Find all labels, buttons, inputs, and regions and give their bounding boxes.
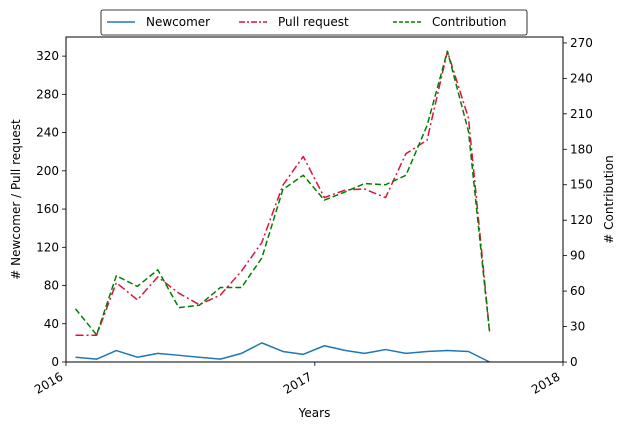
data-point-contribution [73, 306, 78, 311]
data-point-newcomer [362, 351, 367, 356]
data-point-pull-request [155, 274, 160, 279]
x-tick-label: 2016 [32, 369, 65, 396]
legend-label-contribution: Contribution [432, 15, 507, 29]
legend-label-pull-request: Pull request [278, 15, 349, 29]
data-point-contribution [114, 273, 119, 278]
data-point-contribution [362, 181, 367, 186]
data-point-contribution [301, 173, 306, 178]
data-point-newcomer [322, 343, 327, 348]
data-point-contribution [343, 189, 348, 194]
data-point-newcomer [73, 355, 78, 360]
x-axis-label: Years [298, 406, 331, 420]
y-right-tick-label: 150 [570, 178, 593, 192]
data-point-pull-request [259, 240, 264, 245]
y-left-tick-label: 280 [36, 87, 59, 101]
data-point-newcomer [114, 348, 119, 353]
y-right-tick-label: 120 [570, 213, 593, 227]
y-right-tick-label: 240 [570, 71, 593, 85]
data-point-contribution [239, 285, 244, 290]
y-right-tick-label: 210 [570, 107, 593, 121]
data-point-pull-request [73, 333, 78, 338]
data-point-pull-request [383, 195, 388, 200]
ticks-layer: 0 40 80 120 160 200 240 280 320 0 30 60 90 120 150 180 2… [32, 36, 593, 397]
data-point-contribution [218, 285, 223, 290]
y-left-tick-label: 200 [36, 164, 59, 178]
y-left-tick-label: 240 [36, 126, 59, 140]
data-point-pull-request [425, 138, 430, 143]
data-point-pull-request [403, 151, 408, 156]
y-right-tick-label: 270 [570, 36, 593, 50]
data-point-contribution [280, 187, 285, 192]
legend: Newcomer Pull request Contribution [100, 9, 528, 36]
y-right-tick-label: 180 [570, 142, 593, 156]
data-point-newcomer [218, 357, 223, 362]
data-point-newcomer [259, 340, 264, 345]
data-point-contribution [487, 330, 492, 335]
data-point-newcomer [176, 353, 181, 358]
series-line-contribution [74, 50, 491, 336]
data-point-newcomer [301, 352, 306, 357]
y-left-tick-label: 120 [36, 240, 59, 254]
data-point-newcomer [445, 348, 450, 353]
data-point-contribution [135, 284, 140, 289]
data-point-newcomer [383, 347, 388, 352]
data-point-newcomer [239, 351, 244, 356]
data-point-contribution [322, 198, 327, 203]
data-point-pull-request [280, 183, 285, 188]
y-right-tick-label: 0 [570, 355, 578, 369]
y-axis-label-right: # Contribution [602, 155, 616, 243]
data-point-newcomer [94, 357, 99, 362]
data-point-newcomer [280, 349, 285, 354]
y-right-tick-label: 60 [570, 284, 585, 298]
data-point-pull-request [176, 291, 181, 296]
data-point-newcomer [343, 348, 348, 353]
y-axis-label-left: # Newcomer / Pull request [9, 119, 23, 280]
data-point-pull-request [301, 154, 306, 159]
data-point-contribution [403, 173, 408, 178]
series-line-newcomer [75, 342, 490, 363]
data-point-pull-request [239, 269, 244, 274]
y-left-tick-label: 320 [36, 49, 59, 63]
y-left-tick-label: 160 [36, 202, 59, 216]
data-point-pull-request [362, 186, 367, 191]
data-point-contribution [466, 129, 471, 134]
data-point-contribution [259, 256, 264, 261]
data-point-contribution [425, 123, 430, 128]
data-point-newcomer [197, 355, 202, 360]
data-point-pull-request [218, 293, 223, 298]
data-point-contribution [383, 182, 388, 187]
y-left-tick-label: 80 [44, 279, 59, 293]
data-point-contribution [197, 303, 202, 308]
y-right-tick-label: 30 [570, 320, 585, 334]
series-layer [73, 49, 492, 363]
data-point-newcomer [135, 355, 140, 360]
y-left-tick-label: 0 [51, 355, 59, 369]
data-point-contribution [155, 267, 160, 272]
data-point-newcomer [155, 351, 160, 356]
y-right-tick-label: 90 [570, 249, 585, 263]
data-point-newcomer [425, 349, 430, 354]
data-point-newcomer [466, 349, 471, 354]
x-tick-label: 2018 [529, 369, 562, 396]
data-point-pull-request [466, 116, 471, 121]
data-point-contribution [176, 305, 181, 310]
x-tick-label: 2017 [281, 369, 314, 396]
data-point-newcomer [403, 351, 408, 356]
data-point-contribution [445, 49, 450, 54]
y-left-tick-label: 40 [44, 317, 59, 331]
data-point-pull-request [135, 297, 140, 302]
data-point-contribution [94, 332, 99, 337]
legend-label-newcomer: Newcomer [146, 15, 210, 29]
series-line-pull-request [75, 50, 491, 336]
legend-box [100, 9, 528, 36]
